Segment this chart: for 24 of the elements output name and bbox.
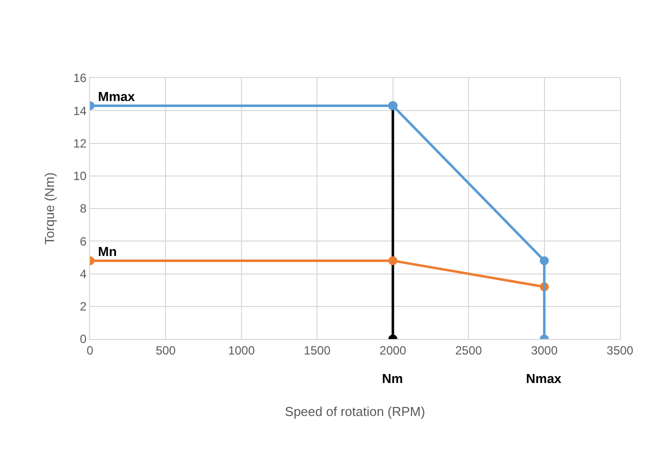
y-tick-label: 6 xyxy=(80,234,87,248)
x-tick-label: 3500 xyxy=(606,343,634,358)
point xyxy=(540,256,549,266)
y-tick-label: 12 xyxy=(73,136,87,150)
annotation: Mn xyxy=(98,244,117,259)
x-tick-label: 2000 xyxy=(380,343,407,358)
x-tick-label: 3000 xyxy=(530,343,558,358)
y-tick-label: 8 xyxy=(80,202,87,216)
annotation: Mmax xyxy=(98,89,136,104)
y-tick-label: 4 xyxy=(80,266,87,281)
x-tick-label: 1000 xyxy=(228,343,256,358)
x-tick-label: 2500 xyxy=(455,343,482,358)
y-tick-label: 0 xyxy=(80,332,87,346)
y-axis-title: Torque (Nm) xyxy=(42,172,58,245)
x-tick-label: 1500 xyxy=(304,343,331,358)
y-tick-label: 2 xyxy=(80,300,87,314)
annotation: Nm xyxy=(382,371,403,386)
annotation: Nmax xyxy=(526,371,562,386)
x-tick-label: 500 xyxy=(156,343,176,358)
point xyxy=(388,256,398,266)
x-axis-title: Speed of rotation (RPM) xyxy=(284,404,426,419)
y-tick-label: 16 xyxy=(73,71,87,86)
y-tick-label: 14 xyxy=(73,104,87,118)
y-tick-label: 10 xyxy=(73,169,87,184)
